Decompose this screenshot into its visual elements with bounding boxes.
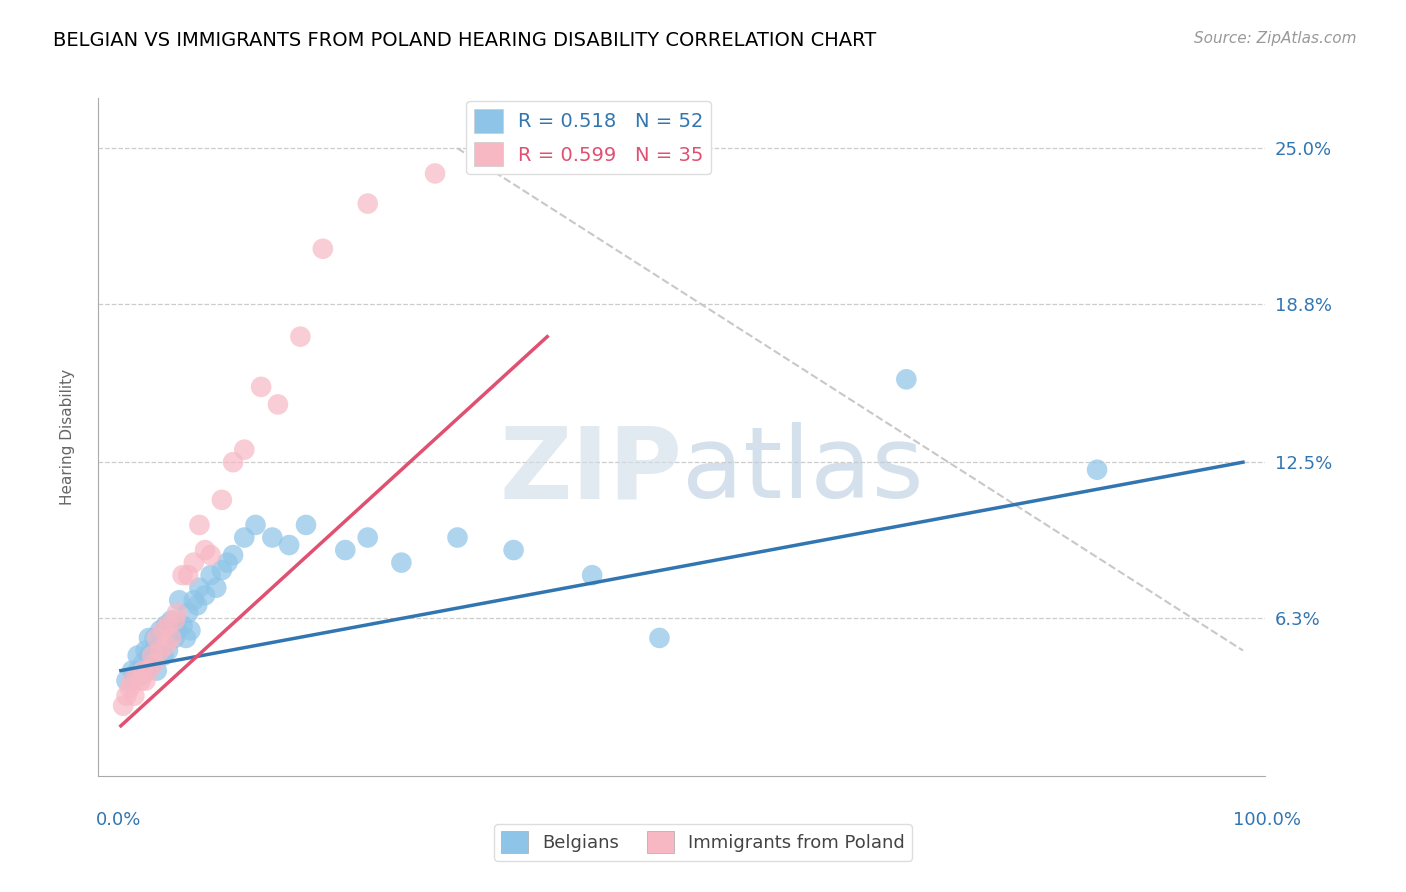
Point: [581, 568, 603, 582]
Point: [138, 664, 160, 678]
Legend: R = 0.518   N = 52, R = 0.599   N = 35: R = 0.518 N = 52, R = 0.599 N = 35: [465, 101, 711, 174]
Point: [149, 624, 172, 638]
Point: [389, 556, 412, 570]
Text: 100.0%: 100.0%: [1233, 811, 1301, 829]
Point: [183, 593, 205, 607]
Point: [141, 648, 163, 663]
Text: 0.0%: 0.0%: [96, 811, 141, 829]
Point: [138, 631, 160, 645]
Point: [211, 492, 233, 507]
Point: [135, 664, 157, 678]
Point: [205, 581, 228, 595]
Point: [127, 648, 149, 663]
Point: [177, 606, 200, 620]
Point: [129, 673, 152, 688]
Point: [200, 548, 222, 562]
Point: [152, 624, 174, 638]
Point: [149, 643, 172, 657]
Point: [155, 631, 177, 645]
Legend: Belgians, Immigrants from Poland: Belgians, Immigrants from Poland: [494, 824, 912, 861]
Point: [648, 631, 671, 645]
Point: [217, 556, 239, 570]
Point: [163, 631, 186, 645]
Text: ZIP: ZIP: [499, 423, 682, 519]
Text: atlas: atlas: [682, 423, 924, 519]
Point: [446, 531, 468, 545]
Point: [118, 681, 141, 695]
Point: [149, 639, 172, 653]
Point: [143, 631, 166, 645]
Point: [194, 588, 217, 602]
Point: [262, 531, 284, 545]
Point: [335, 543, 357, 558]
Point: [267, 397, 290, 411]
Point: [124, 668, 146, 682]
Point: [188, 518, 211, 533]
Point: [177, 568, 200, 582]
Point: [222, 455, 245, 469]
Point: [132, 656, 155, 670]
Point: [222, 548, 245, 562]
Point: [141, 656, 163, 670]
Point: [121, 673, 143, 688]
Point: [167, 593, 190, 607]
Point: [250, 380, 273, 394]
Point: [135, 673, 157, 688]
Point: [290, 329, 312, 343]
Point: [186, 599, 208, 613]
Point: [155, 639, 177, 653]
Point: [160, 613, 183, 627]
Point: [127, 664, 149, 678]
Point: [135, 643, 157, 657]
Point: [156, 618, 179, 632]
Point: [312, 242, 335, 256]
Point: [115, 689, 138, 703]
Point: [129, 668, 152, 682]
Point: [423, 166, 446, 180]
Point: [896, 372, 918, 386]
Y-axis label: Hearing Disability: Hearing Disability: [60, 369, 75, 505]
Point: [233, 442, 256, 457]
Text: Source: ZipAtlas.com: Source: ZipAtlas.com: [1194, 31, 1357, 46]
Point: [1085, 463, 1108, 477]
Point: [166, 606, 188, 620]
Point: [155, 618, 177, 632]
Point: [112, 698, 135, 713]
Point: [174, 631, 197, 645]
Point: [156, 643, 179, 657]
Point: [179, 624, 201, 638]
Point: [357, 196, 380, 211]
Point: [295, 518, 318, 533]
Point: [146, 631, 169, 645]
Point: [278, 538, 301, 552]
Point: [172, 568, 194, 582]
Point: [138, 648, 160, 663]
Text: BELGIAN VS IMMIGRANTS FROM POLAND HEARING DISABILITY CORRELATION CHART: BELGIAN VS IMMIGRANTS FROM POLAND HEARIN…: [53, 31, 877, 50]
Point: [166, 624, 188, 638]
Point: [211, 563, 233, 577]
Point: [115, 673, 138, 688]
Point: [183, 556, 205, 570]
Point: [124, 689, 146, 703]
Point: [200, 568, 222, 582]
Point: [121, 664, 143, 678]
Point: [194, 543, 217, 558]
Point: [172, 618, 194, 632]
Point: [146, 664, 169, 678]
Point: [132, 664, 155, 678]
Point: [502, 543, 524, 558]
Point: [357, 531, 380, 545]
Point: [127, 668, 149, 682]
Point: [160, 631, 183, 645]
Point: [188, 581, 211, 595]
Point: [245, 518, 267, 533]
Point: [143, 656, 166, 670]
Point: [152, 648, 174, 663]
Point: [233, 531, 256, 545]
Point: [143, 643, 166, 657]
Point: [163, 613, 186, 627]
